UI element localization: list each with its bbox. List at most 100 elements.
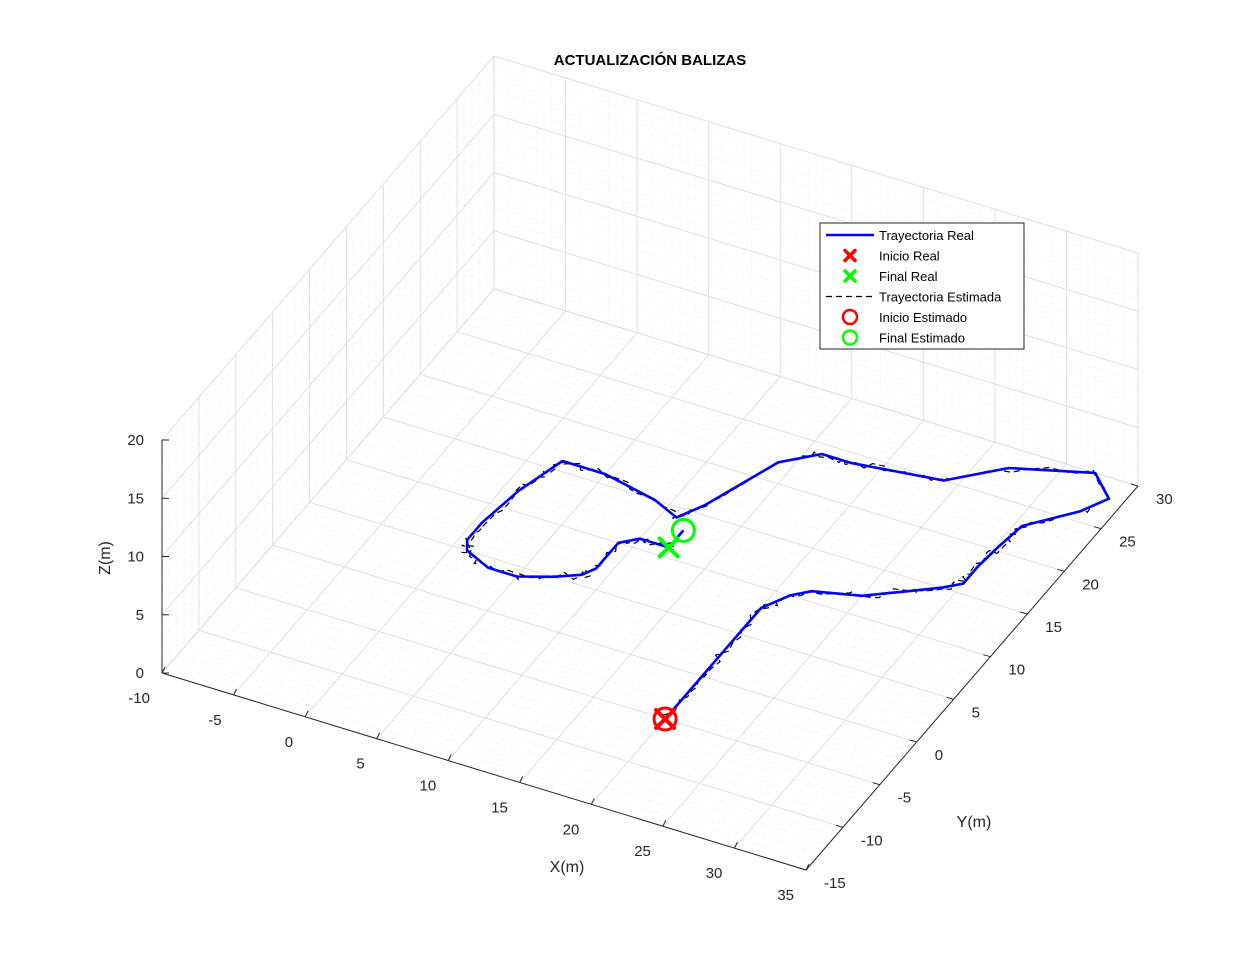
legend-swatch — [841, 329, 859, 346]
major-grid-line — [493, 288, 1139, 487]
minor-grid-line — [691, 450, 1024, 836]
x-tick-label: 15 — [491, 799, 508, 816]
minor-grid-line — [493, 218, 1139, 417]
z-tick-label: 15 — [127, 490, 144, 507]
y-tick-label: 30 — [1156, 491, 1173, 508]
y-tick-label: 0 — [935, 747, 943, 764]
x-tick-label: 20 — [563, 821, 580, 838]
minor-grid-line — [331, 476, 976, 674]
x-axis-label: X(m) — [550, 859, 585, 876]
axis-lines — [161, 439, 1139, 871]
major-grid-line — [734, 463, 1067, 849]
minor-grid-line — [294, 519, 939, 717]
minor-grid — [161, 60, 1139, 866]
minor-grid-line — [493, 265, 1139, 463]
major-grid-line — [493, 172, 1139, 370]
marker-inicio-real — [654, 708, 677, 730]
minor-grid-line — [190, 297, 523, 682]
legend-item: Inicio Estimado — [841, 308, 967, 326]
minor-grid-line — [218, 306, 552, 691]
legend-label: Final Estimado — [879, 331, 965, 346]
series-trayectoria-real — [465, 452, 1111, 720]
x-tick-label: 10 — [420, 778, 437, 795]
legend-item: Trayectoria Estimada — [826, 290, 1002, 305]
minor-grid-line — [176, 293, 509, 678]
minor-grid-line — [493, 90, 1139, 289]
major-grid-line — [447, 376, 781, 761]
legend-label: Final Real — [879, 269, 938, 284]
x-tick-label: 0 — [285, 734, 293, 751]
minor-grid-line — [390, 358, 724, 744]
major-grid-line — [198, 629, 844, 828]
minor-grid-line — [493, 125, 1139, 324]
z-tick-label: 10 — [127, 549, 144, 566]
marker-final-estimado — [670, 517, 696, 543]
minor-grid-line — [486, 297, 1131, 495]
major-grid-line — [161, 288, 495, 674]
minor-grid-line — [427, 365, 1072, 564]
y-tick-label: -5 — [898, 790, 911, 807]
legend-swatch — [843, 269, 857, 283]
minor-grid-line — [161, 183, 495, 569]
y-tick-label: -15 — [824, 875, 846, 892]
minor-grid-line — [405, 391, 1050, 589]
minor-grid-line — [243, 578, 888, 777]
major-grid-line — [161, 230, 495, 616]
minor-grid-line — [228, 595, 873, 794]
x-tick-mark — [519, 776, 524, 783]
minor-grid-line — [324, 485, 969, 683]
major-grid-line — [519, 398, 853, 783]
y-tick-mark — [1020, 611, 1028, 615]
y-tick-label: 15 — [1045, 619, 1062, 636]
minor-grid-line — [493, 79, 1139, 277]
minor-grid-line — [161, 137, 495, 522]
legend: Trayectoria Real Inicio Real Final Real Tra… — [819, 222, 1025, 350]
y-tick-label: -10 — [861, 832, 883, 849]
major-grid-line — [161, 55, 495, 441]
minor-grid-line — [476, 385, 810, 770]
minor-grid-line — [719, 459, 1053, 844]
major-grid-line — [456, 331, 1102, 530]
z-axis-label: Z(m) — [97, 541, 114, 575]
minor-grid-line — [419, 367, 752, 752]
y-axis-label: Y(m) — [957, 814, 992, 831]
y-tick-mark — [1057, 568, 1065, 572]
minor-grid-line — [493, 137, 1139, 335]
x-tick-label: 5 — [356, 756, 364, 773]
minor-grid-line — [302, 510, 947, 709]
minor-grid-line — [705, 455, 1039, 840]
minor-grid-line — [490, 389, 824, 774]
minor-grid-line — [548, 407, 881, 792]
minor-grid-line — [161, 242, 495, 627]
x-axis-line — [161, 672, 807, 871]
y-tick-mark — [798, 867, 807, 871]
minor-grid-line — [279, 536, 925, 734]
minor-grid-line — [479, 305, 1124, 504]
y-tick-label: 10 — [1008, 662, 1025, 679]
y-tick-label: 20 — [1082, 576, 1099, 593]
minor-grid-line — [220, 604, 866, 802]
minor-grid-line — [319, 337, 652, 722]
x-tick-label: 35 — [777, 887, 794, 904]
minor-grid-line — [634, 433, 967, 818]
minor-grid-line — [161, 253, 495, 639]
minor-grid-line — [333, 341, 666, 726]
minor-grid-line — [493, 183, 1139, 382]
minor-grid-line — [433, 372, 767, 757]
minor-grid-line — [464, 322, 1109, 521]
minor-grid-line — [161, 207, 495, 592]
legend-swatch — [843, 248, 857, 263]
minor-grid-line — [184, 647, 829, 845]
minor-grid-line — [368, 433, 1013, 632]
minor-grid-line — [449, 339, 1094, 538]
x-tick-mark — [590, 798, 595, 805]
minor-grid-line — [493, 242, 1139, 440]
minor-grid-line — [362, 350, 695, 735]
minor-grid-line — [206, 621, 851, 820]
major-grid-line — [493, 113, 1139, 312]
major-grid-line — [662, 441, 996, 827]
y-tick-mark — [1130, 483, 1139, 487]
minor-grid-line — [276, 323, 609, 709]
minor-grid-line — [434, 357, 1080, 555]
